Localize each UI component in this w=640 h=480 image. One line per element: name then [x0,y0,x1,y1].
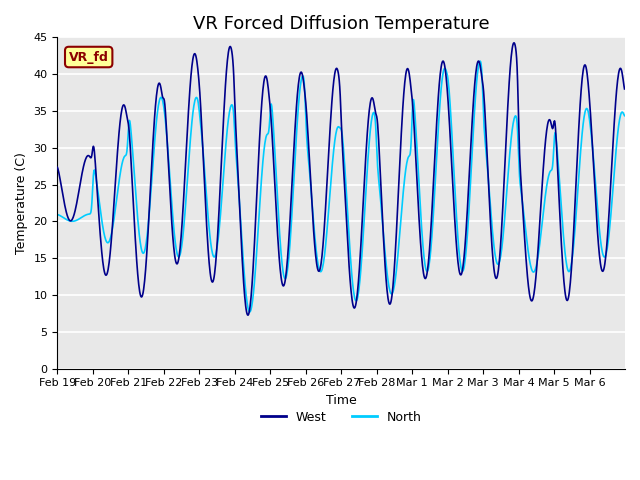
Text: VR_fd: VR_fd [68,50,109,63]
X-axis label: Time: Time [326,394,356,407]
Title: VR Forced Diffusion Temperature: VR Forced Diffusion Temperature [193,15,490,33]
Y-axis label: Temperature (C): Temperature (C) [15,152,28,254]
Legend: West, North: West, North [256,406,426,429]
